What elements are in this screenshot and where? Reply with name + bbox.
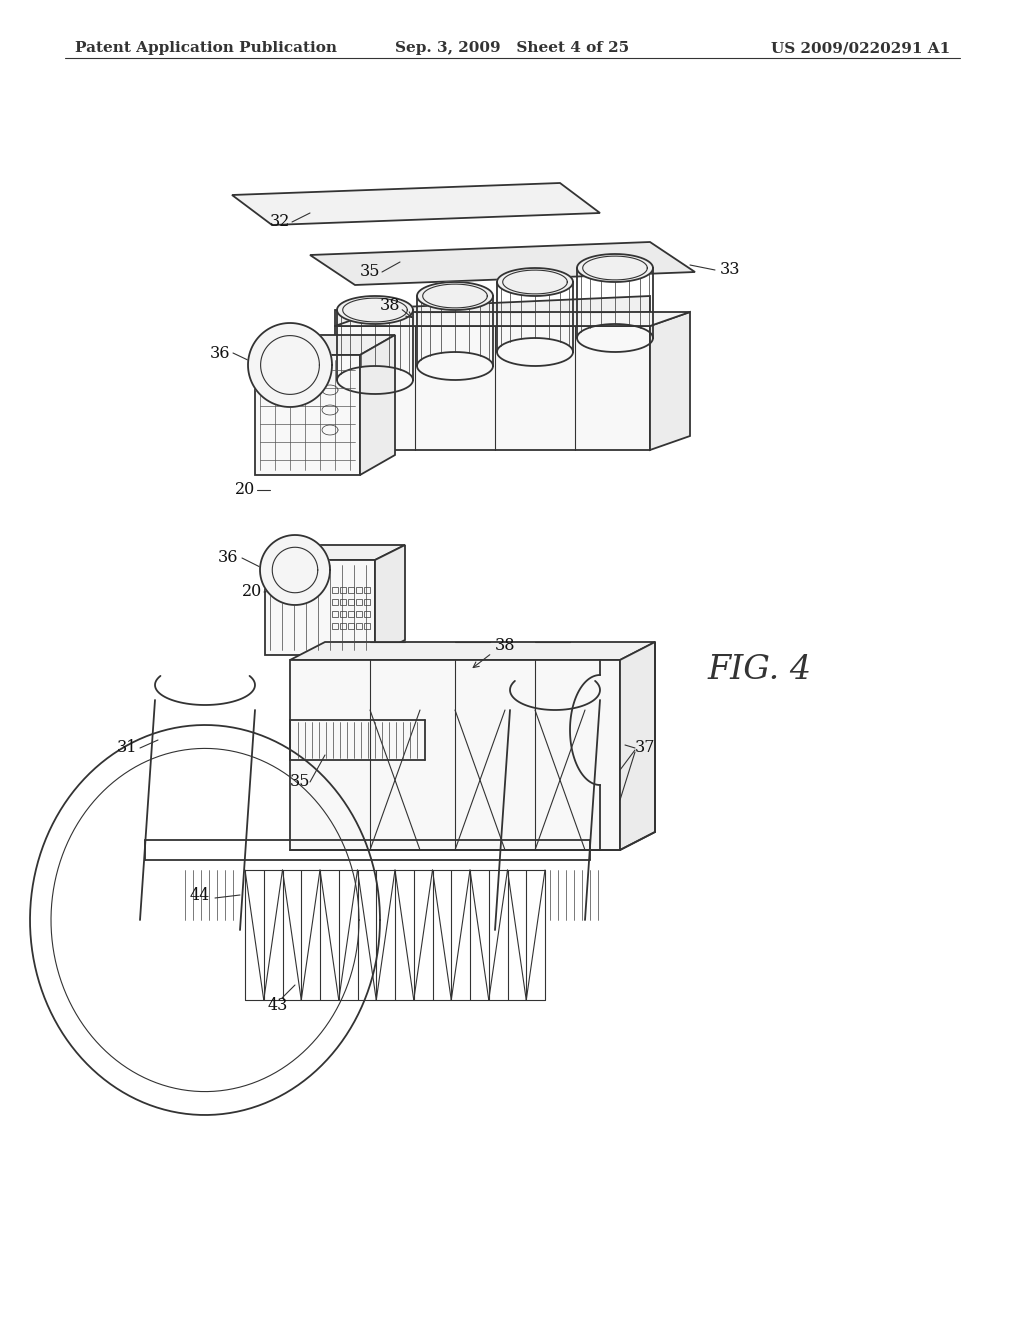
Polygon shape [335,296,650,326]
Polygon shape [335,326,650,450]
Text: 38: 38 [495,636,515,653]
Bar [356,611,362,616]
Bar [340,623,346,630]
Bar [364,587,370,593]
Bar [340,599,346,605]
Polygon shape [290,642,655,660]
Bar [348,623,354,630]
Bar [364,599,370,605]
Bar [348,611,354,616]
Text: FIG. 4: FIG. 4 [708,653,812,686]
Polygon shape [265,545,406,560]
Polygon shape [335,312,690,326]
Text: 20: 20 [234,482,255,499]
Bar [332,587,338,593]
Text: 35: 35 [290,774,310,791]
Text: 20: 20 [242,583,262,601]
Bar [364,623,370,630]
Text: US 2009/0220291 A1: US 2009/0220291 A1 [771,41,950,55]
Bar [356,599,362,605]
Polygon shape [255,355,360,475]
Text: 33: 33 [720,261,740,279]
Text: 32: 32 [269,214,290,231]
Polygon shape [577,253,653,282]
Bar [332,611,338,616]
Polygon shape [650,312,690,450]
Polygon shape [265,560,375,655]
Bar [356,623,362,630]
Polygon shape [417,282,493,310]
Polygon shape [497,268,573,296]
Text: Sep. 3, 2009   Sheet 4 of 25: Sep. 3, 2009 Sheet 4 of 25 [395,41,629,55]
Bar [340,611,346,616]
Text: 35: 35 [359,264,380,281]
Bar [348,599,354,605]
Bar [356,587,362,593]
Polygon shape [260,535,330,605]
Polygon shape [337,296,413,323]
Text: 36: 36 [210,345,230,362]
Text: 36: 36 [218,549,239,566]
Text: 43: 43 [268,997,288,1014]
Polygon shape [248,323,332,407]
Polygon shape [232,183,600,224]
Polygon shape [360,335,395,475]
Polygon shape [310,242,695,285]
Text: Patent Application Publication: Patent Application Publication [75,41,337,55]
Polygon shape [375,545,406,655]
Text: 37: 37 [635,739,655,756]
Bar [332,599,338,605]
Text: 44: 44 [189,887,210,903]
Polygon shape [620,642,655,850]
Text: 38: 38 [380,297,400,314]
Polygon shape [290,660,620,850]
Polygon shape [255,335,395,355]
Bar [348,587,354,593]
Bar [332,623,338,630]
Bar [364,611,370,616]
Bar [340,587,346,593]
Text: 31: 31 [117,739,137,756]
